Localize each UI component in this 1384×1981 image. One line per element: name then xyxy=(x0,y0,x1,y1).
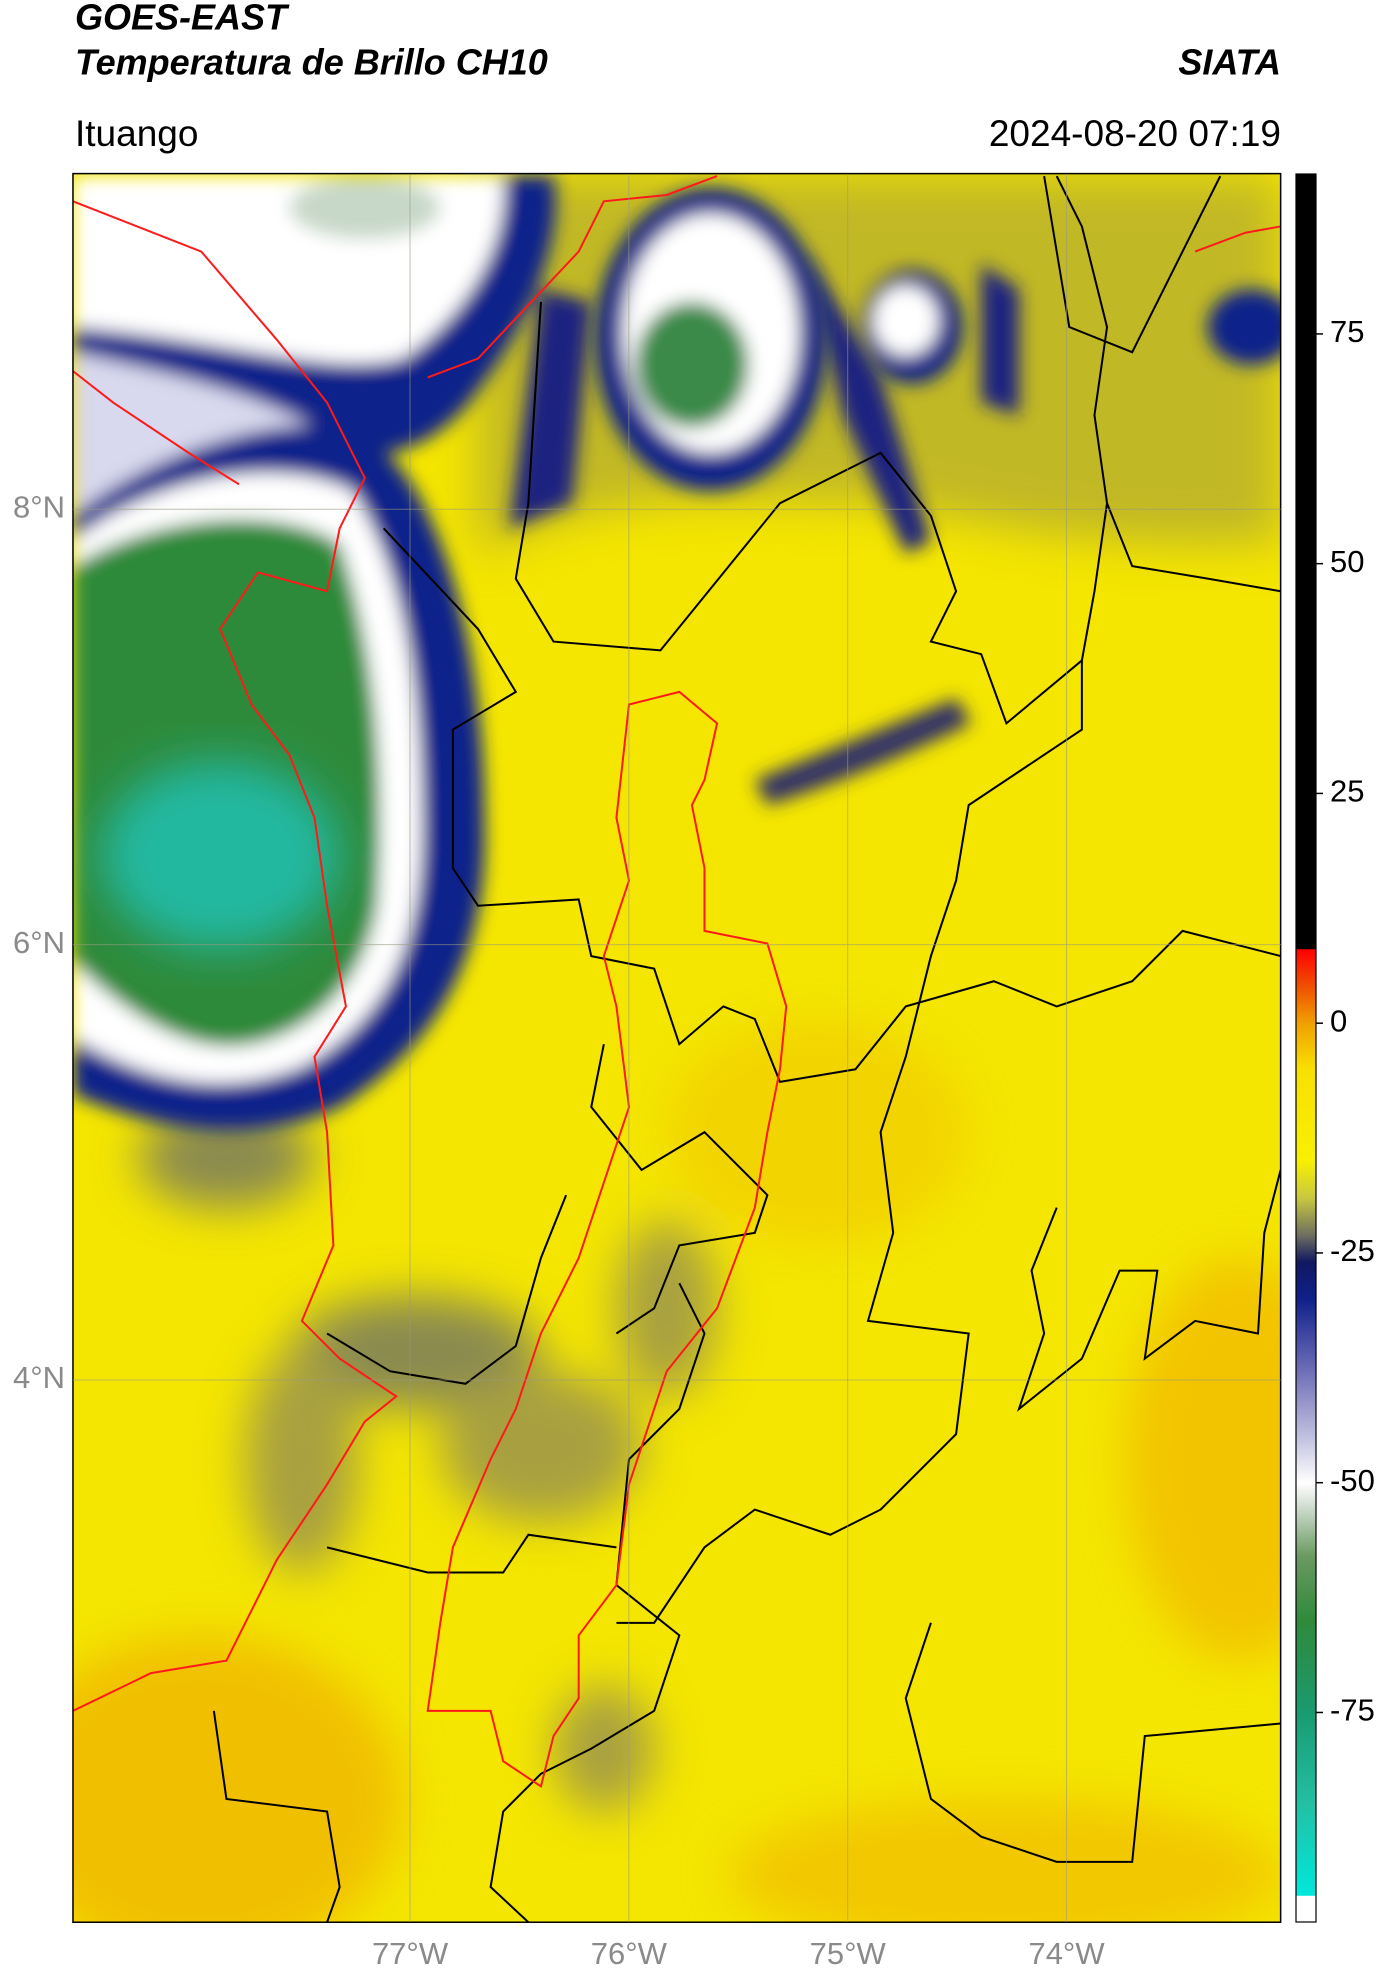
x-tick-label: 74°W xyxy=(1028,1936,1105,1971)
location: Ituango xyxy=(75,113,198,154)
x-tick-label: 76°W xyxy=(591,1936,668,1971)
subtitle: Temperatura de Brillo CH10 xyxy=(75,42,548,83)
source: SIATA xyxy=(1178,42,1281,83)
colorbar xyxy=(1295,173,1317,1923)
timestamp: 2024-08-20 07:19 xyxy=(989,113,1281,154)
y-tick-label: 4°N xyxy=(13,1360,65,1395)
y-tick-label: 6°N xyxy=(13,925,65,960)
x-tick-label: 77°W xyxy=(372,1936,449,1971)
colorbar-tick-label: 75 xyxy=(1330,314,1364,349)
colorbar-tick-label: 25 xyxy=(1330,774,1364,809)
title: GOES-EAST xyxy=(75,0,290,38)
colorbar-tick-label: -75 xyxy=(1330,1693,1375,1728)
colorbar-tick-label: -25 xyxy=(1330,1233,1375,1268)
x-tick-label: 75°W xyxy=(810,1936,887,1971)
colorbar-tick-label: 0 xyxy=(1330,1003,1347,1038)
colorbar-tick-label: 50 xyxy=(1330,544,1364,579)
y-tick-label: 8°N xyxy=(13,489,65,524)
axes: 77°W 76°W 75°W 74°W 8°N 6°N 4°N 75 50 25 0 -25 -50 -7… xyxy=(13,174,1375,1971)
satellite-image xyxy=(72,172,1282,1923)
colorbar-tick-label: -50 xyxy=(1330,1463,1375,1498)
